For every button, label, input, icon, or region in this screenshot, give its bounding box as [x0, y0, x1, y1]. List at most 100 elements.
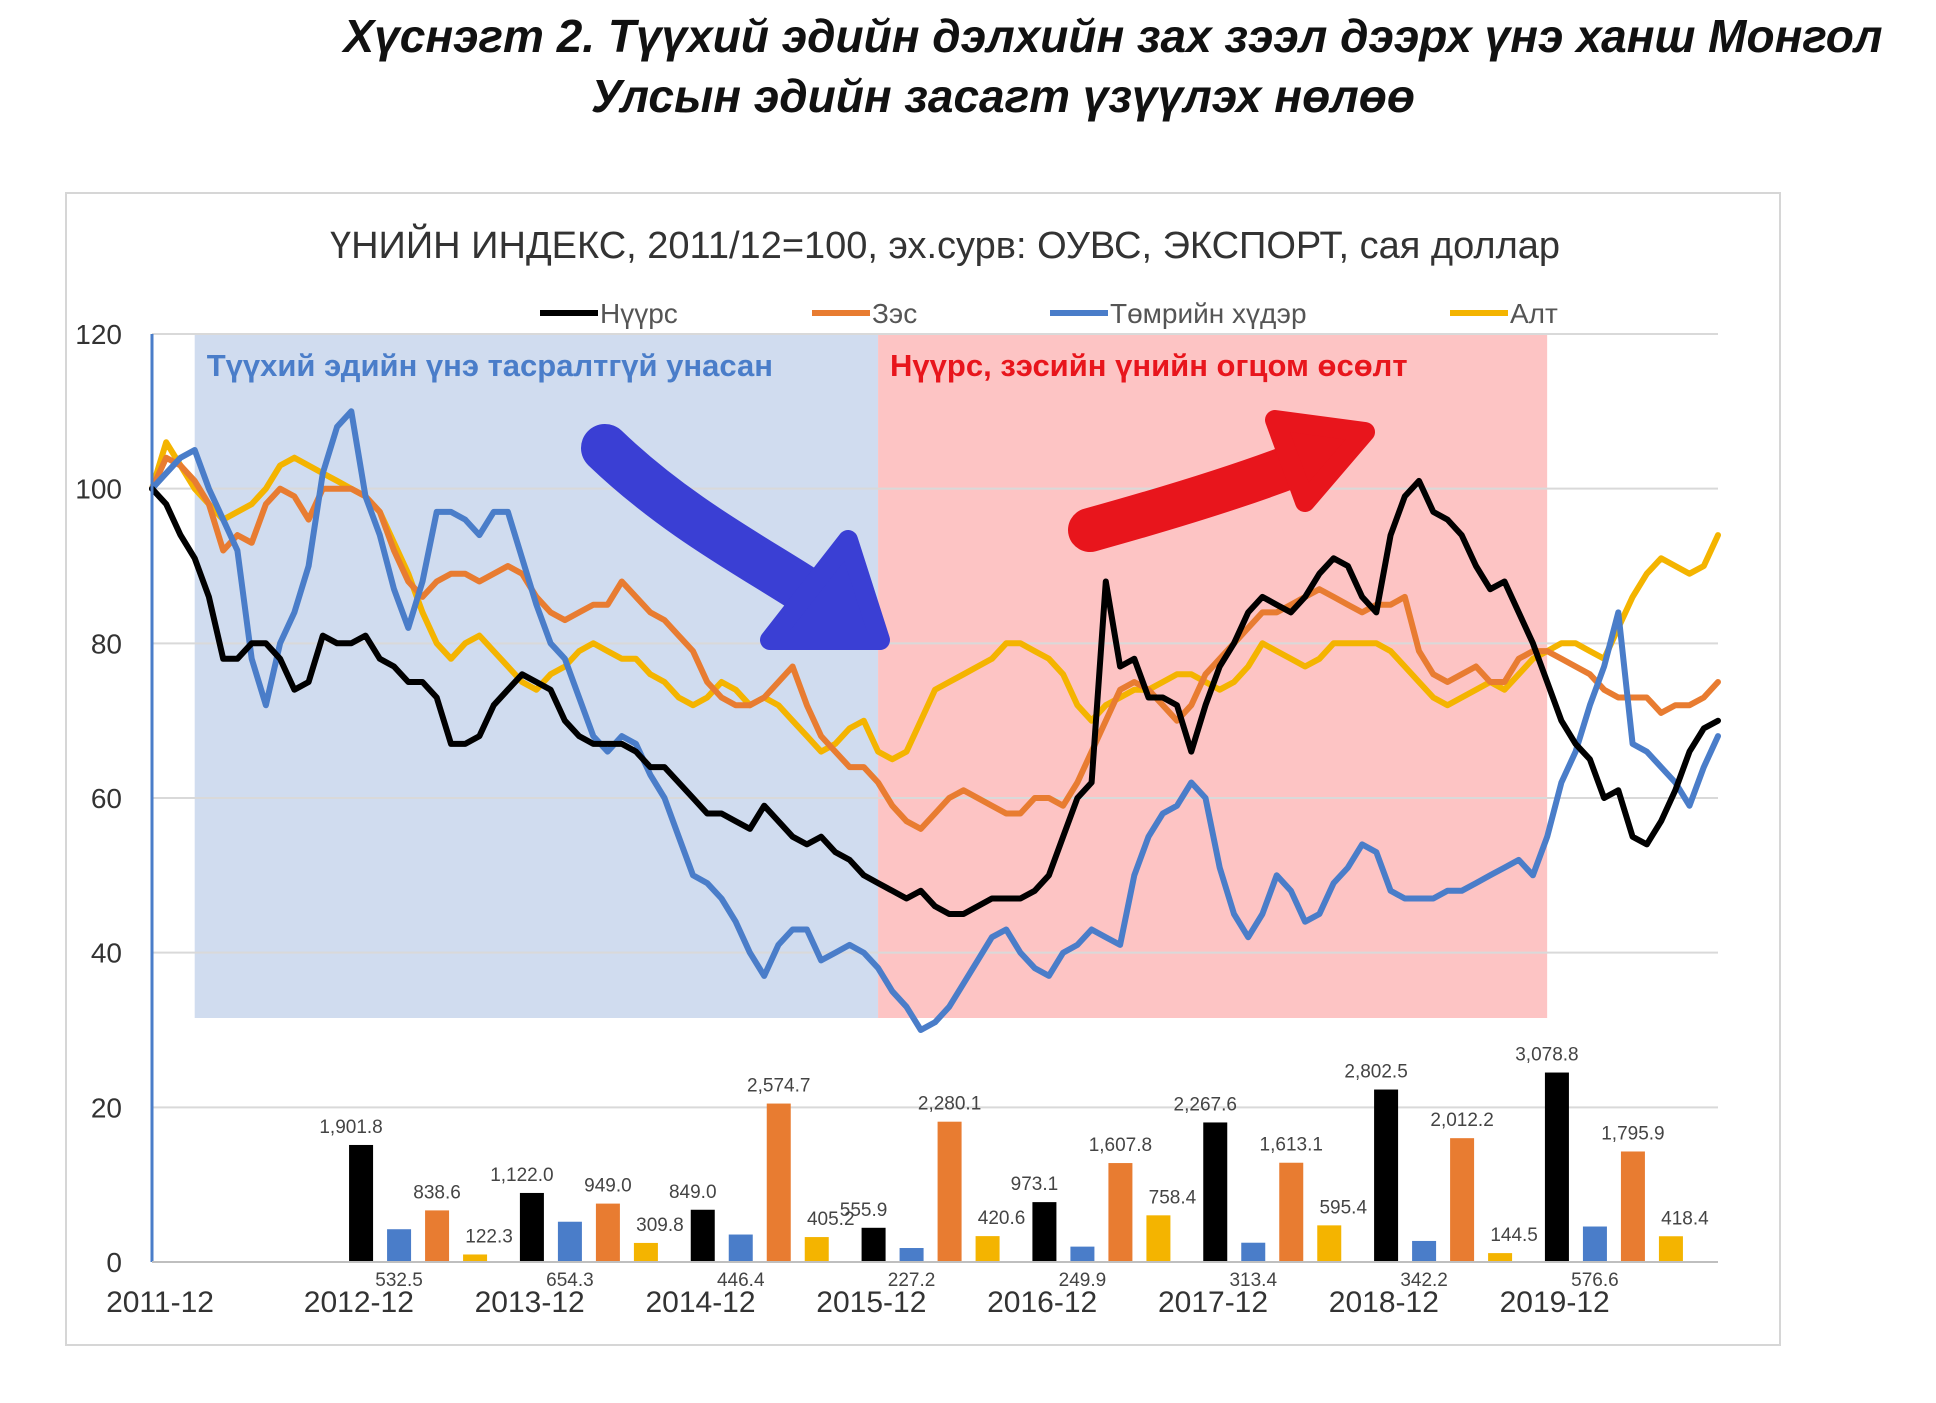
y-tick-label-80: 80: [91, 628, 122, 659]
series-line-Төмрийн хүдэр: [149, 408, 1721, 1033]
figure-title-line-2: Улсын эдийн засагт үзүүлэх нөлөө: [590, 70, 1415, 122]
bar-Зэс-2015: [937, 1121, 962, 1262]
bar-label-Алт-2014: 405.2: [807, 1209, 855, 1230]
bar-Зэс-2012: [425, 1210, 450, 1262]
bar-Төмрийн хүдэр-2012: [387, 1229, 412, 1262]
bar-label-Төмрийн хүдэр-2018: 342.2: [1400, 1270, 1448, 1291]
bar-Төмрийн хүдэр-2019: [1582, 1226, 1607, 1262]
bar-Алт-2014: [804, 1237, 829, 1262]
y-tick-label-120: 120: [75, 319, 122, 350]
bar-Алт-2019: [1658, 1236, 1683, 1262]
bar-Нүүрс-2017: [1203, 1122, 1228, 1262]
bar-Төмрийн хүдэр-2018: [1412, 1240, 1437, 1262]
bar-label-Төмрийн хүдэр-2017: 313.4: [1229, 1270, 1277, 1291]
bar-Төмрийн хүдэр-2014: [728, 1234, 753, 1262]
bar-label-Зэс-2014: 2,574.7: [747, 1076, 810, 1097]
bar-Төмрийн хүдэр-2013: [557, 1221, 582, 1262]
bar-Алт-2015: [975, 1236, 1000, 1262]
x-tick-label-2017-12: 2017-12: [1158, 1286, 1268, 1319]
shaded-region-label-1: Түүхий эдийн үнэ тасралтгүй унасан: [207, 348, 773, 383]
bar-Нүүрс-2016: [1032, 1202, 1057, 1262]
x-tick-label-2013-12: 2013-12: [475, 1286, 585, 1319]
bar-Зэс-2019: [1620, 1151, 1645, 1262]
axes: 0 20 40 60 80 100 120 2011-12 2012-12 2013-12 2014…: [75, 319, 1718, 1319]
legend-label-Алт: Алт: [1510, 298, 1558, 329]
x-tick-label-2012-12: 2012-12: [304, 1286, 414, 1319]
figure-title: Хүснэгт 2. Түүхий эдийн дэлхийн зах зээл…: [0, 6, 1936, 126]
shaded-region-label-2: Нүүрс, зэсийн үнийн огцом өсөлт: [890, 348, 1407, 383]
shaded-region-1: [194, 334, 879, 1018]
bar-Нүүрс-2018: [1374, 1089, 1399, 1262]
series-line-Зэс: [149, 454, 1721, 832]
bar-Зэс-2018: [1450, 1138, 1475, 1262]
up-arrow-head: [1265, 410, 1375, 512]
bar-label-Зэс-2013: 949.0: [584, 1176, 632, 1197]
bar-Нүүрс-2013: [519, 1192, 544, 1262]
bar-Нүүрс-2019: [1544, 1072, 1569, 1262]
shaded-region-2: [878, 334, 1548, 1018]
figure-title-line-1: Хүснэгт 2. Түүхий эдийн дэлхийн зах зээл…: [343, 10, 1883, 62]
bar-label-Зэс-2015: 2,280.1: [918, 1094, 981, 1115]
bar-Алт-2017: [1317, 1225, 1342, 1262]
bar-label-Нүүрс-2018: 2,802.5: [1344, 1062, 1407, 1083]
y-tick-label-100: 100: [75, 474, 122, 505]
bar-Алт-2013: [633, 1242, 658, 1262]
y-tick-label-0: 0: [106, 1247, 122, 1278]
bar-label-Алт-2019: 418.4: [1661, 1208, 1709, 1229]
bar-label-Алт-2017: 595.4: [1319, 1197, 1367, 1218]
bar-Алт-2016: [1146, 1215, 1171, 1262]
down-arrow-head: [760, 530, 890, 650]
bar-Төмрийн хүдэр-2015: [899, 1248, 924, 1262]
bar-label-Зэс-2016: 1,607.8: [1089, 1135, 1152, 1156]
bar-label-Зэс-2018: 2,012.2: [1430, 1110, 1493, 1131]
bar-label-Төмрийн хүдэр-2013: 654.3: [546, 1270, 594, 1291]
bar-Төмрийн хүдэр-2016: [1070, 1246, 1095, 1262]
bar-label-Зэс-2012: 838.6: [413, 1182, 461, 1203]
bar-Нүүрс-2014: [690, 1209, 715, 1262]
legend-label-Төмрийн хүдэр: Төмрийн хүдэр: [1110, 298, 1307, 329]
export-bars: 1,901.8532.5838.6122.31,122.0654.3949.03…: [319, 1045, 1709, 1291]
gridlines: [152, 333, 1718, 1109]
legend-label-Зэс: Зэс: [872, 298, 917, 329]
series-line-Нүүрс: [149, 477, 1721, 917]
bar-Зэс-2013: [595, 1203, 620, 1262]
down-arrow-shaft: [581, 424, 844, 624]
bar-label-Алт-2013: 309.8: [636, 1215, 684, 1236]
bar-label-Нүүрс-2013: 1,122.0: [490, 1165, 553, 1186]
bar-Зэс-2014: [766, 1103, 791, 1262]
chart-title: ҮНИЙН ИНДЕКС, 2011/12=100, эх.сурв: ОУВС…: [330, 222, 1560, 267]
bar-label-Нүүрс-2016: 973.1: [1011, 1174, 1059, 1195]
bar-Алт-2018: [1488, 1253, 1513, 1262]
x-tick-label-2011-12: 2011-12: [106, 1286, 214, 1319]
bar-label-Зэс-2019: 1,795.9: [1601, 1123, 1664, 1144]
bar-label-Нүүрс-2014: 849.0: [669, 1182, 717, 1203]
trend-arrows: [581, 410, 1375, 650]
x-tick-label-2018-12: 2018-12: [1329, 1286, 1439, 1319]
legend: Нүүрс Зэс Төмрийн хүдэр Алт: [540, 298, 1558, 329]
bar-label-Зэс-2017: 1,613.1: [1260, 1135, 1323, 1156]
index-lines: [149, 408, 1721, 1033]
x-tick-label-2019-12: 2019-12: [1500, 1286, 1610, 1319]
bar-label-Алт-2016: 758.4: [1149, 1187, 1197, 1208]
bar-label-Алт-2015: 420.6: [978, 1208, 1026, 1229]
bar-label-Нүүрс-2019: 3,078.8: [1515, 1045, 1578, 1066]
bar-label-Төмрийн хүдэр-2012: 532.5: [375, 1270, 423, 1291]
bar-Нүүрс-2012: [349, 1144, 374, 1262]
bar-label-Төмрийн хүдэр-2019: 576.6: [1571, 1270, 1619, 1291]
x-tick-label-2014-12: 2014-12: [645, 1286, 755, 1319]
y-tick-label-60: 60: [91, 783, 122, 814]
bar-Зэс-2016: [1108, 1163, 1133, 1262]
bar-Зэс-2017: [1279, 1162, 1304, 1262]
bar-label-Төмрийн хүдэр-2016: 249.9: [1059, 1270, 1107, 1291]
y-tick-label-40: 40: [91, 938, 122, 969]
bar-label-Нүүрс-2012: 1,901.8: [319, 1117, 382, 1138]
x-tick-label-2016-12: 2016-12: [987, 1286, 1097, 1319]
bar-label-Алт-2018: 144.5: [1490, 1225, 1538, 1246]
y-tick-label-20: 20: [91, 1092, 122, 1123]
legend-label-Нүүрс: Нүүрс: [600, 298, 678, 329]
bar-Төмрийн хүдэр-2017: [1241, 1242, 1266, 1262]
x-tick-label-2015-12: 2015-12: [816, 1286, 926, 1319]
bar-label-Төмрийн хүдэр-2014: 446.4: [717, 1270, 765, 1291]
bar-Нүүрс-2015: [861, 1227, 886, 1262]
